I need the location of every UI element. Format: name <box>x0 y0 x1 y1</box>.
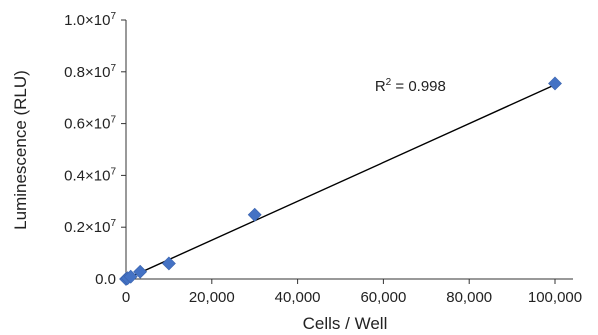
data-point <box>247 207 262 222</box>
r-squared-annotation: R2 = 0.998 <box>375 77 446 95</box>
y-tick-label: 1.0×107 <box>64 11 116 29</box>
x-tick-label: 40,000 <box>275 289 321 306</box>
data-point <box>123 269 138 284</box>
x-axis-title: Cells / Well <box>303 314 388 333</box>
y-tick-label: 0.8×107 <box>64 63 116 81</box>
y-tick-label: 0.0 <box>95 271 116 288</box>
y-tick-label: 0.2×107 <box>64 218 116 236</box>
y-tick-label: 0.6×107 <box>64 115 116 133</box>
data-point <box>161 256 176 271</box>
x-tick-label: 0 <box>122 289 130 306</box>
y-axis-ticks: 0.0 0.2×107 0.4×107 0.6×107 0.8×107 1.0×107 <box>64 11 126 288</box>
x-tick-label: 60,000 <box>360 289 406 306</box>
trendline <box>125 84 556 280</box>
y-tick-label: 0.4×107 <box>64 166 116 184</box>
x-axis-ticks: 0 20,000 40,000 60,000 80,000 100,000 <box>122 279 582 306</box>
data-points <box>119 76 562 286</box>
data-point <box>548 76 562 91</box>
x-tick-label: 80,000 <box>446 289 492 306</box>
y-axis-title: Luminescence (RLU) <box>11 70 30 230</box>
x-tick-label: 100,000 <box>528 289 582 306</box>
x-tick-label: 20,000 <box>189 289 235 306</box>
data-point <box>133 264 148 279</box>
